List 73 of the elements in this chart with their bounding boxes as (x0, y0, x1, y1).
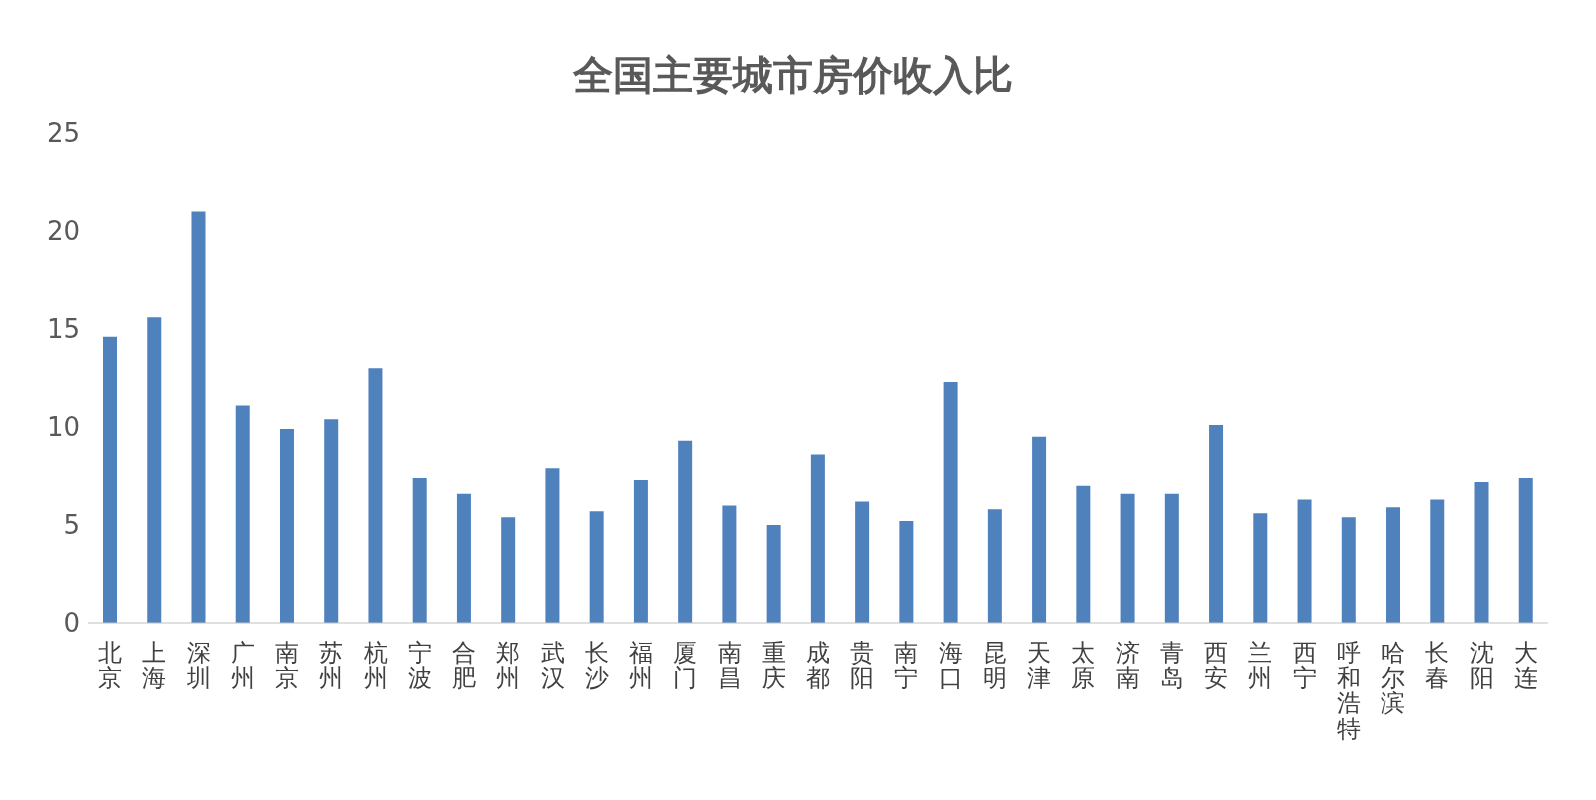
x-tick-label: 昆明 (982, 639, 1007, 693)
x-tick-label: 厦门 (673, 639, 698, 693)
bar (412, 477, 427, 623)
bar (1164, 493, 1179, 623)
x-tick-label: 北京 (98, 639, 123, 693)
x-tick-label: 合肥 (452, 639, 477, 693)
bar (1253, 513, 1268, 623)
x-tick-label: 苏州 (319, 639, 344, 693)
bar (1076, 485, 1091, 623)
x-tick-label: 西安 (1204, 639, 1229, 693)
bar (1120, 493, 1135, 623)
bar (545, 468, 560, 623)
bar (766, 525, 781, 623)
bar (1430, 499, 1445, 623)
x-tick-label: 兰州 (1248, 639, 1273, 693)
bar (678, 440, 693, 623)
x-tick-label: 沈阳 (1469, 639, 1494, 693)
x-tick-label: 呼和浩特 (1336, 639, 1361, 743)
chart-title: 全国主要城市房价收入比 (572, 50, 1014, 100)
x-tick-label: 重庆 (761, 639, 786, 693)
x-tick-label: 深圳 (185, 639, 211, 693)
x-tick-label: 武汉 (540, 639, 565, 693)
x-tick-label: 广州 (230, 639, 255, 693)
bar (103, 336, 117, 623)
x-tick-label: 天津 (1027, 639, 1052, 693)
x-tick-label: 西宁 (1292, 639, 1317, 693)
x-tick-label: 福州 (629, 639, 654, 693)
x-tick-label: 贵阳 (850, 639, 875, 693)
x-tick-label: 南京 (275, 639, 300, 693)
bar (589, 511, 604, 623)
bar (1518, 477, 1533, 623)
x-tick-label: 大连 (1513, 639, 1538, 693)
x-tick-label: 成都 (806, 639, 830, 693)
x-tick-label: 海口 (938, 639, 963, 693)
y-tick-label: 15 (46, 314, 80, 345)
bar (1297, 499, 1312, 623)
y-tick-label: 20 (46, 216, 80, 247)
bar (324, 419, 339, 623)
bar (987, 509, 1002, 623)
bar (191, 211, 206, 623)
x-tick-label: 济南 (1115, 639, 1140, 693)
x-tick-label: 杭州 (362, 639, 388, 693)
bar (810, 454, 825, 623)
y-tick-label: 25 (46, 118, 80, 149)
bar (368, 368, 383, 623)
bar (1032, 436, 1047, 623)
bar (722, 505, 737, 623)
x-tick-label: 长春 (1425, 639, 1450, 693)
y-tick-label: 10 (46, 412, 80, 443)
bar (855, 501, 870, 623)
x-tick-label: 哈尔滨 (1381, 639, 1406, 718)
bar (235, 405, 250, 623)
y-tick-label: 0 (63, 608, 80, 639)
bar (633, 479, 648, 623)
bar (147, 317, 162, 623)
x-tick-label: 宁波 (407, 639, 432, 693)
bar (1209, 425, 1224, 623)
x-tick-label: 太原 (1071, 639, 1096, 693)
bar (1341, 517, 1356, 623)
x-tick-label: 南昌 (717, 639, 742, 693)
bar (943, 381, 958, 623)
bar (279, 428, 294, 623)
bar (501, 517, 516, 623)
bar (899, 521, 914, 623)
y-tick-label: 5 (63, 510, 80, 541)
x-tick-label: 长沙 (584, 639, 609, 693)
x-tick-label: 南宁 (894, 639, 919, 693)
x-tick-label: 青岛 (1159, 639, 1184, 693)
x-tick-label: 郑州 (496, 639, 521, 693)
bar (1474, 481, 1489, 623)
x-tick-label: 上海 (142, 639, 167, 693)
bar (456, 493, 471, 623)
bar (1386, 507, 1401, 623)
